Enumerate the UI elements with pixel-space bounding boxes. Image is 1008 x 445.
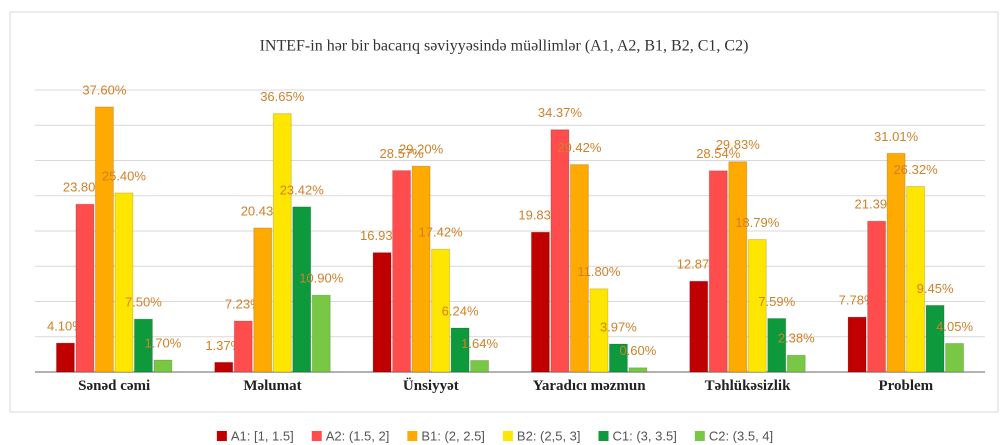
bar	[847, 316, 867, 373]
bar	[272, 113, 292, 373]
legend-swatch	[216, 431, 227, 441]
bar	[392, 170, 412, 373]
data-label: 3.97%	[600, 319, 637, 334]
bar	[728, 161, 748, 373]
chart-title: INTEF-in hər bir bacarıq səviyyəsində mü…	[260, 38, 749, 55]
legend-label: C1: (3, 3.5]	[613, 428, 677, 443]
data-label: 18.79%	[735, 215, 780, 230]
data-label: 25.40%	[102, 168, 147, 183]
data-label: 29.42%	[557, 140, 602, 155]
data-label: 23.42%	[280, 182, 325, 197]
legend-label: B1: (2, 2.5]	[421, 428, 485, 443]
data-label: 28.54%	[696, 146, 741, 161]
x-tick-label: Problem	[878, 378, 934, 394]
bar	[925, 304, 945, 373]
data-label: 2.38%	[778, 331, 815, 346]
data-label: 34.37%	[538, 105, 583, 120]
data-label: 26.32%	[894, 162, 939, 177]
bar	[608, 343, 628, 373]
data-label: 7.23%	[225, 296, 262, 311]
bar	[589, 288, 609, 373]
bar	[114, 192, 134, 373]
x-tick-label: Ünsiyyət	[402, 378, 459, 394]
bar	[786, 354, 806, 373]
bar	[292, 206, 312, 373]
bar	[431, 248, 451, 373]
legend-swatch	[694, 431, 705, 441]
data-label: 37.60%	[82, 82, 127, 97]
bar	[945, 342, 965, 373]
data-label: 17.42%	[419, 225, 464, 240]
legend-label: A2: (1.5, 2]	[326, 428, 390, 443]
x-tick-label: Yaradıcı məzmun	[532, 378, 646, 394]
bar	[530, 231, 550, 373]
bar	[372, 252, 392, 373]
legend-swatch	[311, 431, 322, 441]
bar	[767, 317, 787, 373]
data-label: 7.78%	[839, 293, 876, 308]
bar	[233, 320, 253, 373]
data-label: 28.57%	[380, 146, 425, 161]
data-label: 6.24%	[442, 303, 479, 318]
bar	[867, 220, 887, 373]
data-label: 29.83%	[716, 137, 761, 152]
bar	[886, 152, 906, 373]
legend-label: C2: (3.5, 4]	[709, 428, 773, 443]
bar	[628, 367, 648, 373]
x-tick-label: Təhlükəsizlik	[704, 378, 791, 394]
bar	[708, 170, 728, 373]
legend-swatch	[502, 431, 513, 441]
bar	[253, 227, 273, 373]
data-label: 1.37%	[205, 338, 242, 353]
bar	[75, 203, 95, 373]
legend-swatch	[407, 431, 418, 441]
bar	[214, 361, 234, 373]
bar	[311, 294, 331, 373]
bar	[470, 359, 490, 373]
bar	[411, 165, 431, 373]
data-label: 10.90%	[299, 271, 344, 286]
data-label: 0.60%	[619, 343, 656, 358]
legend-label: A1: [1, 1.5]	[231, 428, 294, 443]
legend-swatch	[598, 431, 609, 441]
bar	[689, 280, 709, 373]
bar	[550, 129, 570, 373]
bar	[747, 239, 767, 373]
bar	[55, 342, 75, 373]
data-label: 1.70%	[144, 335, 181, 350]
bar	[153, 359, 173, 373]
data-label: 7.59%	[758, 294, 795, 309]
chart-border	[9, 11, 999, 413]
x-tick-label: Sənəd cəmi	[78, 378, 151, 394]
bar	[133, 318, 153, 373]
data-label: 31.01%	[874, 129, 919, 144]
bar	[450, 327, 470, 373]
bar	[906, 185, 926, 373]
data-label: 7.50%	[125, 295, 162, 310]
x-tick-label: Məlumat	[243, 378, 302, 394]
data-label: 11.80%	[577, 264, 621, 279]
data-label: 36.65%	[260, 89, 305, 104]
legend-label: B2: (2,5, 3]	[517, 428, 581, 443]
bar	[94, 106, 114, 373]
data-label: 4.05%	[936, 319, 973, 334]
data-label: 9.45%	[917, 281, 954, 296]
data-label: 4.10%	[47, 319, 84, 334]
bar	[569, 164, 589, 373]
data-label: 1.64%	[461, 336, 498, 351]
data-label: 29.20%	[399, 142, 444, 157]
